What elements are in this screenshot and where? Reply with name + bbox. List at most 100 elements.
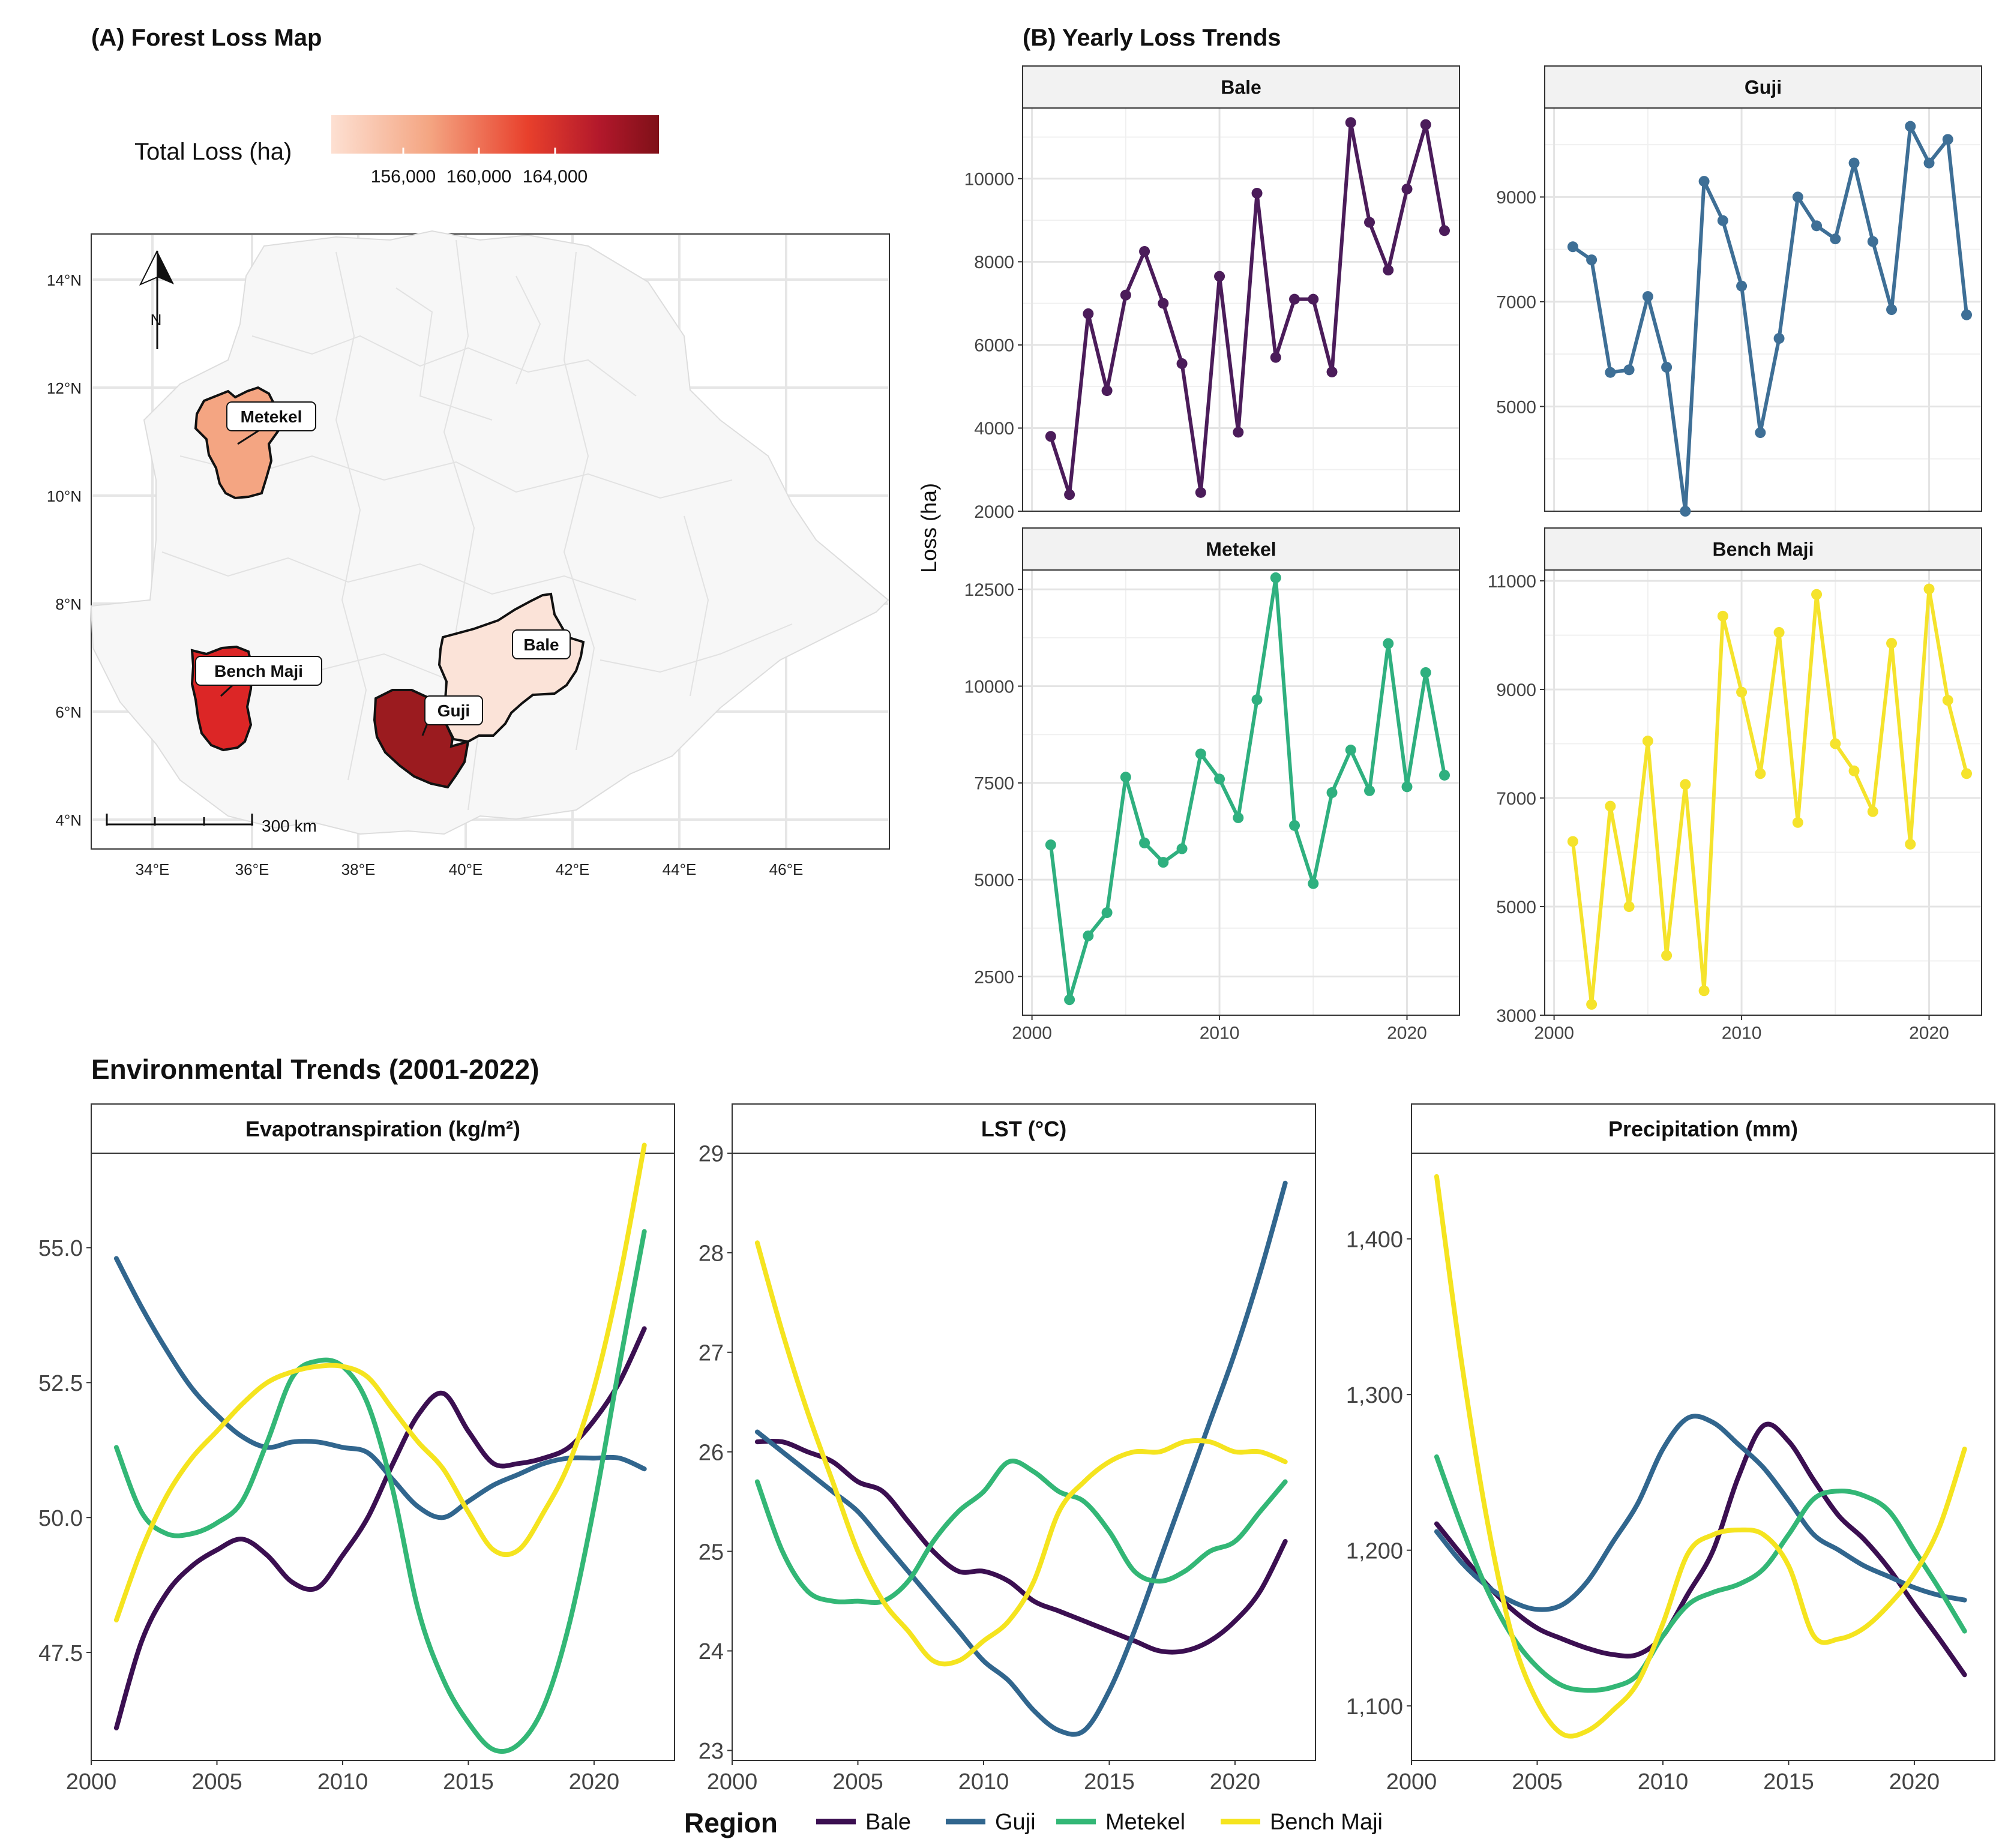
data-point	[1289, 820, 1300, 831]
panel-title: Precipitation (mm)	[1608, 1117, 1798, 1141]
plot-border	[732, 1153, 1316, 1761]
x-tick-label: 2015	[443, 1769, 494, 1795]
panel-lst-c: LST (°C) 23 24 25 26 27 28 29 2000 2005 2010 2015 20…	[699, 1103, 1316, 1795]
data-point	[1383, 265, 1394, 276]
forest-loss-map: (A) Forest Loss Map Total Loss (ha) 156,…	[47, 25, 890, 878]
data-point	[1923, 157, 1935, 169]
data-point	[1345, 745, 1356, 756]
y-tick-label: 1,200	[1346, 1538, 1403, 1564]
series-line-guji	[1572, 124, 1968, 513]
y-tick-label: 1,300	[1346, 1383, 1403, 1408]
data-point	[1214, 271, 1225, 282]
data-point	[1120, 772, 1131, 783]
svg-text:Guji: Guji	[437, 701, 470, 720]
map-lon-label: 42°E	[556, 860, 590, 878]
data-point	[1661, 950, 1673, 961]
panel-precipitation-mm: Precipitation (mm) 1,100 1,200 1,300 1,400 20…	[1346, 1103, 1995, 1795]
y-tick-label: 5000	[1496, 397, 1536, 417]
series-line-bench-maji	[1571, 587, 1968, 1006]
data-point	[1867, 806, 1878, 817]
data-point	[1064, 489, 1075, 500]
x-tick-label: 2020	[1889, 1769, 1940, 1795]
smooth-line-bench-maji	[113, 1142, 647, 1623]
svg-text:Bale: Bale	[523, 635, 559, 654]
x-tick-label: 2000	[1386, 1769, 1437, 1795]
data-point	[1811, 220, 1823, 232]
plot-border	[1022, 569, 1460, 1016]
panel-strip	[1411, 1103, 1995, 1154]
data-point	[1064, 994, 1075, 1006]
data-point	[1420, 667, 1431, 678]
y-tick-label: 2500	[974, 967, 1014, 987]
x-tick-label: 2000	[66, 1769, 117, 1795]
x-tick-label: 2000	[707, 1769, 758, 1795]
y-tick-label: 3000	[1496, 1006, 1536, 1026]
legend-label: Metekel	[1105, 1810, 1185, 1835]
panel-evapotranspiration-kg-m: Evapotranspiration (kg/m²) 47.5 50.0 52.5 55…	[38, 1103, 675, 1795]
map-axis-labels: 14°N 12°N 10°N 8°N 6°N 4°N 34°E 36°E 38°E 40°E 42°…	[47, 271, 803, 878]
data-point	[1139, 837, 1150, 848]
data-point	[1439, 769, 1450, 781]
data-point	[1792, 817, 1803, 828]
map-lon-label: 38°E	[341, 860, 376, 878]
scale-bar: 300 km	[106, 814, 317, 835]
data-point	[1251, 694, 1263, 706]
legend-title: Region	[684, 1807, 778, 1838]
plot-area	[1411, 1153, 1995, 1760]
legend-entry-bench-maji: Bench Maji	[1221, 1810, 1383, 1835]
x-tick-label: 2020	[1387, 1024, 1427, 1043]
data-point	[1158, 298, 1169, 309]
gridlines	[1023, 570, 1459, 1015]
data-point	[1439, 225, 1450, 236]
map-lat-label: 14°N	[47, 271, 82, 289]
data-point	[1830, 233, 1841, 245]
y-tick-label: 8000	[974, 253, 1014, 272]
y-tick-label: 28	[699, 1241, 724, 1267]
smooth-line-bale	[754, 1438, 1288, 1655]
y-tick-label: 5000	[974, 871, 1014, 890]
panel-strip	[1544, 527, 1982, 571]
y-tick-label: 7000	[1496, 293, 1536, 313]
data-point	[1195, 487, 1206, 498]
y-tick-label: 29	[699, 1142, 724, 1167]
data-point	[1623, 364, 1635, 376]
x-tick-label: 2020	[1909, 1024, 1949, 1043]
env-trends-title: Environmental Trends (2001-2022)	[91, 1054, 540, 1085]
y-tick-label: 9000	[1496, 680, 1536, 700]
data-point	[1364, 785, 1375, 796]
plot-area	[1545, 108, 1982, 511]
map-lat-label: 4°N	[55, 811, 82, 829]
y-tick-label: 47.5	[38, 1641, 83, 1666]
loss-ylabel: Loss (ha)	[916, 483, 941, 573]
data-point	[1326, 366, 1338, 377]
x-tick-label: 2010	[1638, 1769, 1689, 1795]
panel-title: Bale	[1221, 77, 1261, 98]
y-tick-label: 26	[699, 1440, 724, 1465]
map-lat-label: 6°N	[55, 703, 82, 721]
map-title: (A) Forest Loss Map	[91, 25, 322, 51]
data-point	[1289, 293, 1300, 305]
legend-label: Bench Maji	[1270, 1810, 1383, 1835]
data-point	[1830, 738, 1841, 749]
y-tick-label: 23	[699, 1739, 724, 1764]
data-point	[1233, 812, 1244, 823]
data-point	[1270, 352, 1281, 363]
x-tick-label: 2015	[1763, 1769, 1814, 1795]
map-lon-label: 36°E	[235, 860, 269, 878]
x-tick-label: 2005	[1512, 1769, 1563, 1795]
panel-title: LST (°C)	[981, 1117, 1066, 1141]
y-tick-label: 2000	[974, 502, 1014, 522]
y-tick-label: 12500	[964, 580, 1014, 600]
data-point	[1680, 779, 1691, 790]
map-legend-ticks: 156,000 160,000 164,000	[371, 148, 588, 187]
data-point	[1755, 427, 1766, 439]
x-tick-label: 2010	[958, 1769, 1009, 1795]
loss-trend-panels: Bale 2000 4000 6000 8000 10000 Guji 5000 7000 900…	[964, 65, 1982, 1043]
data-point	[1567, 836, 1578, 847]
x-tick-label: 2000	[1534, 1024, 1574, 1043]
x-tick-label: 2010	[1200, 1024, 1240, 1043]
legend-label: Bale	[865, 1810, 911, 1835]
data-point	[1942, 134, 1953, 145]
data-point	[1045, 839, 1056, 851]
y-tick-label: 6000	[974, 336, 1014, 356]
